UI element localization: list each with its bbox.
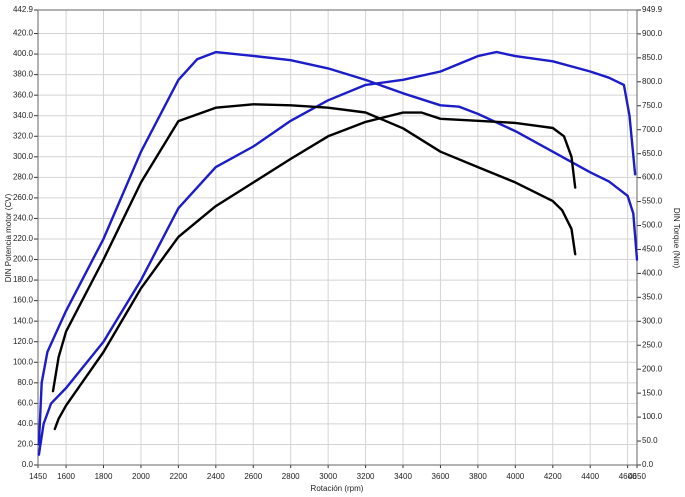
x-tick-label: 4200	[544, 472, 562, 481]
y2-tick-label: 949.9	[642, 5, 663, 14]
y-tick-label: 40.0	[17, 419, 33, 428]
y-tick-label: 100.0	[13, 357, 34, 366]
curve	[37, 50, 637, 456]
y-tick-label: 200.0	[13, 255, 34, 264]
y-tick-label: 300.0	[13, 152, 34, 161]
x-tick-label: 3600	[432, 472, 450, 481]
y2-tick-label: 0.0	[642, 460, 654, 469]
y-tick-label: 240.0	[13, 214, 34, 223]
y2-tick-label: 750.0	[642, 101, 663, 110]
y-tick-label: 320.0	[13, 131, 34, 140]
y-tick-label: 360.0	[13, 90, 34, 99]
y2-tick-label: 50.0	[642, 436, 658, 445]
x-tick-label: 2800	[282, 472, 300, 481]
curve	[37, 50, 639, 446]
x-tick-label: 2400	[207, 472, 225, 481]
y-tick-label: 442.9	[13, 5, 34, 14]
x-tick-label: 1600	[57, 472, 75, 481]
y-tick-label: 180.0	[13, 275, 34, 284]
plot-frame	[37, 9, 638, 466]
y2-tick-label: 500.0	[642, 221, 663, 230]
y2-tick-label: 450.0	[642, 245, 663, 254]
y-tick-label: 380.0	[13, 70, 34, 79]
y2-tick-label: 850.0	[642, 53, 663, 62]
x-tick-label: 3800	[469, 472, 487, 481]
y2-tick-label: 550.0	[642, 197, 663, 206]
y2-tick-label: 650.0	[642, 149, 663, 158]
y2-tick-label: 150.0	[642, 388, 663, 397]
y-tick-label: 400.0	[13, 49, 34, 58]
x-tick-label: 3200	[357, 472, 375, 481]
y2-tick-label: 400.0	[642, 269, 663, 278]
y2-tick-label: 700.0	[642, 125, 663, 134]
y2-tick-label: 600.0	[642, 173, 663, 182]
y-tick-label: 260.0	[13, 193, 34, 202]
curve	[51, 103, 577, 393]
x-tick-label: 3000	[319, 472, 337, 481]
y-tick-label: 420.0	[13, 29, 34, 38]
y2-tick-label: 300.0	[642, 316, 663, 325]
x-tick-label: 4000	[506, 472, 524, 481]
y2-tick-label: 200.0	[642, 364, 663, 373]
y-tick-label: 80.0	[17, 378, 33, 387]
x-tick-label: 4650	[628, 472, 646, 481]
x-tick-label: 1450	[29, 472, 47, 481]
y-tick-label: 0.0	[22, 460, 34, 469]
y-tick-label: 60.0	[17, 398, 33, 407]
y2-tick-label: 100.0	[642, 412, 663, 421]
y2-tick-label: 800.0	[642, 77, 663, 86]
x-tick-label: 4400	[581, 472, 599, 481]
y-tick-label: 280.0	[13, 172, 34, 181]
x-tick-label: 4600	[619, 472, 637, 481]
y-axis-label: DIN Potencia motor (CV)	[4, 193, 13, 282]
y-tick-label: 20.0	[17, 440, 33, 449]
curve	[53, 111, 577, 431]
x-tick-label: 2000	[132, 472, 150, 481]
y-tick-label: 160.0	[13, 296, 34, 305]
y2-axis-label: DIN Torque (Nm)	[672, 208, 681, 269]
y-tick-label: 120.0	[13, 337, 34, 346]
x-tick-label: 2600	[244, 472, 262, 481]
y2-tick-label: 350.0	[642, 292, 663, 301]
y2-tick-label: 900.0	[642, 29, 663, 38]
x-tick-label: 2200	[169, 472, 187, 481]
x-axis-label: Rotación (rpm)	[311, 484, 364, 493]
y-tick-label: 220.0	[13, 234, 34, 243]
y-tick-label: 140.0	[13, 316, 34, 325]
x-tick-label: 1800	[95, 472, 113, 481]
x-tick-label: 3400	[394, 472, 412, 481]
y-tick-label: 340.0	[13, 111, 34, 120]
y2-tick-label: 250.0	[642, 340, 663, 349]
